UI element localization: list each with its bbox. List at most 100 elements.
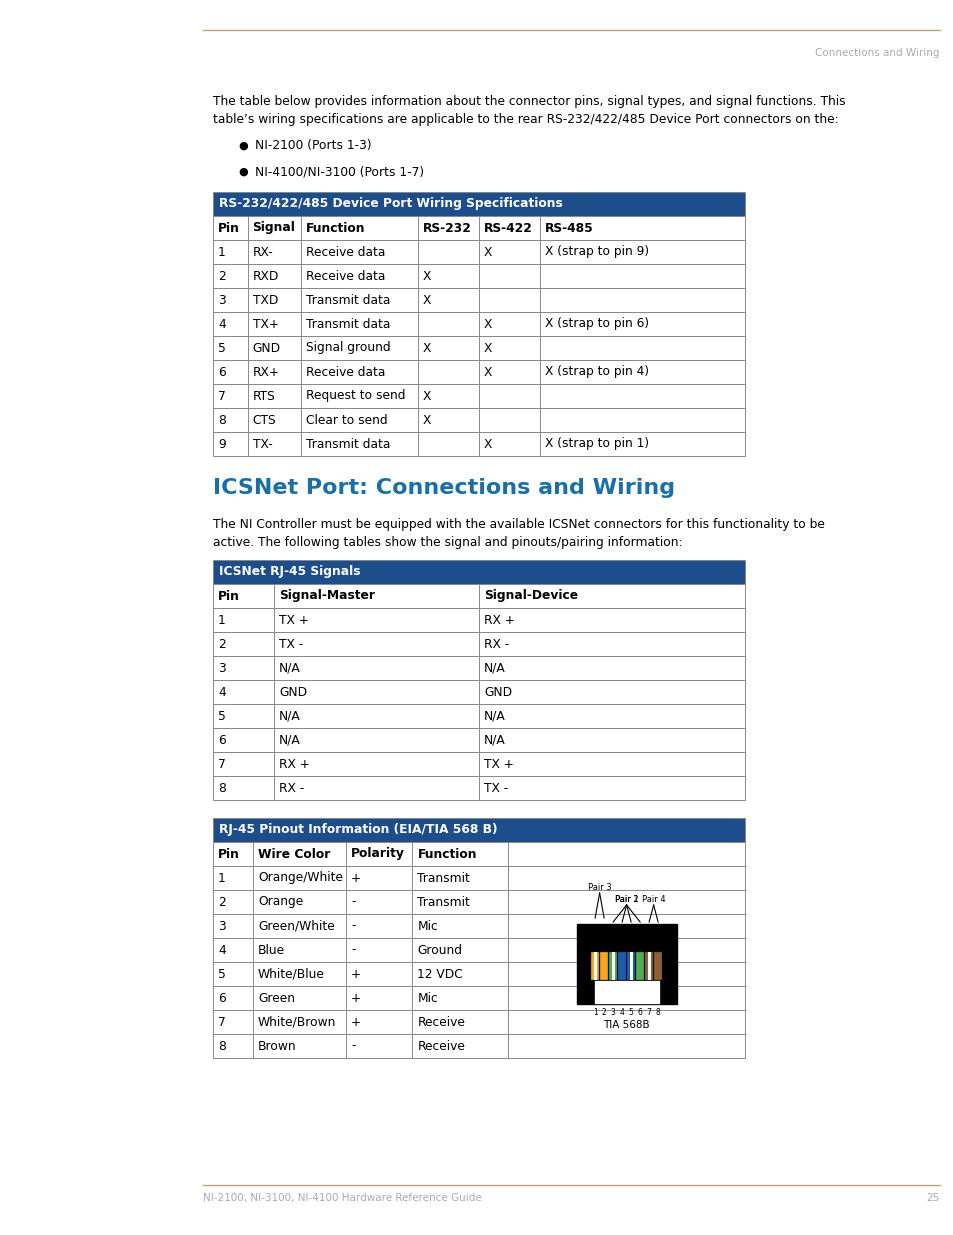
Text: Connections and Wiring: Connections and Wiring: [815, 48, 939, 58]
Text: Blue: Blue: [257, 944, 285, 956]
Text: X: X: [422, 269, 431, 283]
Text: 8: 8: [218, 1040, 226, 1052]
Text: NI-4100/NI-3100 (Ports 1-7): NI-4100/NI-3100 (Ports 1-7): [254, 165, 424, 179]
Text: X (strap to pin 9): X (strap to pin 9): [544, 246, 649, 258]
Text: X: X: [483, 317, 492, 331]
Bar: [508, 1010, 744, 1034]
Text: X (strap to pin 1): X (strap to pin 1): [544, 437, 649, 451]
Bar: [629, 952, 632, 981]
Text: Signal: Signal: [253, 221, 295, 235]
Text: GND: GND: [253, 342, 280, 354]
Text: 2: 2: [218, 895, 226, 909]
Text: ●: ●: [237, 141, 248, 151]
Bar: [213, 264, 744, 288]
Text: Transmit data: Transmit data: [306, 294, 390, 306]
Bar: [636, 952, 643, 981]
Text: -: -: [351, 920, 355, 932]
Text: Transmit: Transmit: [417, 895, 470, 909]
Bar: [611, 952, 614, 981]
Bar: [213, 1034, 508, 1058]
Text: 5: 5: [218, 967, 226, 981]
Text: RX-: RX-: [253, 246, 274, 258]
Text: Ground: Ground: [417, 944, 462, 956]
Text: Pair 1: Pair 1: [614, 895, 638, 904]
Text: 1: 1: [592, 1008, 597, 1016]
Text: TX -: TX -: [483, 782, 508, 794]
Bar: [213, 559, 744, 584]
Bar: [213, 727, 744, 752]
Text: White/Blue: White/Blue: [257, 967, 324, 981]
Bar: [576, 924, 676, 1004]
Text: X: X: [422, 414, 431, 426]
Bar: [644, 952, 653, 981]
Text: Receive data: Receive data: [306, 269, 385, 283]
Bar: [508, 1034, 744, 1058]
Bar: [508, 914, 744, 939]
Bar: [213, 1010, 508, 1034]
Text: X: X: [483, 342, 492, 354]
Text: Green: Green: [257, 992, 294, 1004]
Text: Orange: Orange: [257, 895, 303, 909]
Bar: [213, 384, 744, 408]
Text: -: -: [351, 1040, 355, 1052]
Bar: [213, 288, 744, 312]
Text: 7: 7: [218, 757, 226, 771]
Bar: [213, 584, 744, 608]
Text: RS-485: RS-485: [544, 221, 594, 235]
Text: RJ-45 Pinout Information (EIA/TIA 568 B): RJ-45 Pinout Information (EIA/TIA 568 B): [219, 824, 497, 836]
Bar: [213, 704, 744, 727]
Bar: [213, 866, 508, 890]
Bar: [213, 842, 744, 866]
Text: 4: 4: [218, 317, 226, 331]
Text: 25: 25: [925, 1193, 939, 1203]
Text: Clear to send: Clear to send: [306, 414, 387, 426]
Bar: [213, 914, 508, 939]
Text: Receive: Receive: [417, 1015, 465, 1029]
Bar: [213, 939, 508, 962]
Text: TX +: TX +: [279, 614, 309, 626]
Bar: [213, 608, 744, 632]
Text: Signal-Device: Signal-Device: [483, 589, 578, 603]
Text: 3: 3: [218, 662, 226, 674]
Text: GND: GND: [279, 685, 307, 699]
Text: 1: 1: [218, 872, 226, 884]
Bar: [654, 952, 661, 981]
Bar: [213, 408, 744, 432]
Bar: [626, 952, 635, 981]
Text: Request to send: Request to send: [306, 389, 405, 403]
Text: 3: 3: [218, 920, 226, 932]
Text: N/A: N/A: [483, 709, 505, 722]
Text: 5: 5: [218, 342, 226, 354]
Text: CTS: CTS: [253, 414, 276, 426]
Text: Green/White: Green/White: [257, 920, 335, 932]
Text: Signal-Master: Signal-Master: [279, 589, 375, 603]
Text: White/Brown: White/Brown: [257, 1015, 335, 1029]
Bar: [508, 890, 744, 914]
Text: 1: 1: [218, 246, 226, 258]
Text: Wire Color: Wire Color: [257, 847, 330, 861]
Text: +: +: [351, 1015, 361, 1029]
Text: TIA 568B: TIA 568B: [602, 1020, 649, 1030]
Text: Pin: Pin: [218, 589, 239, 603]
Text: Receive: Receive: [417, 1040, 465, 1052]
Bar: [213, 776, 744, 800]
Bar: [213, 359, 744, 384]
Text: RTS: RTS: [253, 389, 275, 403]
Text: TXD: TXD: [253, 294, 277, 306]
Text: N/A: N/A: [483, 734, 505, 746]
Text: X (strap to pin 6): X (strap to pin 6): [544, 317, 649, 331]
Text: Receive data: Receive data: [306, 246, 385, 258]
Text: The NI Controller must be equipped with the available ICSNet connectors for this: The NI Controller must be equipped with …: [213, 517, 824, 531]
Text: +: +: [351, 967, 361, 981]
Text: Polarity: Polarity: [351, 847, 404, 861]
Text: Mic: Mic: [417, 920, 437, 932]
Text: 3: 3: [610, 1008, 615, 1016]
Bar: [591, 952, 598, 981]
Bar: [213, 336, 744, 359]
Text: 6: 6: [637, 1008, 642, 1016]
Text: Mic: Mic: [417, 992, 437, 1004]
Text: TX+: TX+: [253, 317, 278, 331]
Text: 7: 7: [218, 389, 226, 403]
Text: 7: 7: [218, 1015, 226, 1029]
Text: Function: Function: [306, 221, 365, 235]
